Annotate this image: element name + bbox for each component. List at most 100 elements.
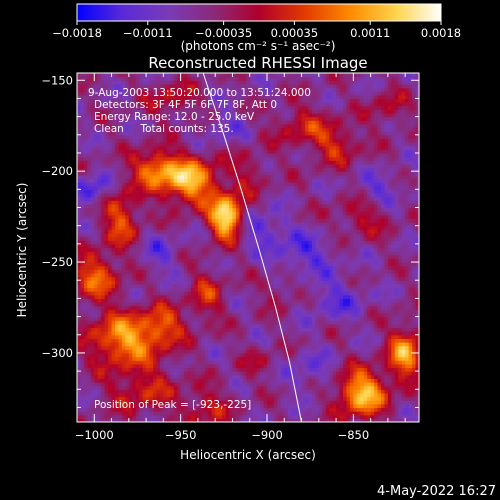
heatmap-cell	[139, 360, 144, 365]
heatmap-cell	[187, 323, 192, 329]
heatmap-cell	[97, 200, 102, 205]
heatmap-cell	[177, 280, 182, 285]
heatmap-cell	[111, 349, 116, 354]
heatmap-cell	[111, 91, 116, 96]
heatmap-cell	[180, 418, 185, 422]
heatmap-cell	[187, 218, 192, 223]
heatmap-cell	[208, 262, 213, 267]
heatmap-cell	[77, 174, 82, 180]
heatmap-cell	[208, 327, 213, 332]
heatmap-cell	[215, 211, 220, 216]
heatmap-cell	[121, 374, 126, 379]
heatmap-cell	[104, 283, 109, 289]
heatmap-cell	[80, 342, 85, 347]
heatmap-cell	[146, 192, 151, 198]
heatmap-cell	[222, 109, 227, 114]
heatmap-cell	[194, 127, 199, 132]
heatmap-cell	[125, 272, 130, 278]
heatmap-cell	[83, 247, 88, 252]
heatmap-cell	[211, 134, 216, 140]
heatmap-cell	[108, 280, 113, 285]
heatmap-cell	[83, 287, 88, 292]
heatmap-cell	[177, 178, 182, 183]
heatmap-cell	[180, 345, 185, 350]
heatmap-cell	[184, 207, 189, 212]
heatmap-cell	[246, 112, 251, 118]
heatmap-cell	[187, 185, 192, 190]
heatmap-cell	[201, 116, 206, 121]
heatmap-cell	[101, 374, 106, 379]
heatmap-cell	[115, 378, 120, 383]
heatmap-cell	[180, 102, 185, 107]
heatmap-cell	[197, 138, 202, 143]
heatmap-cell	[142, 156, 147, 161]
heatmap-cell	[80, 396, 85, 401]
heatmap-cell	[135, 229, 140, 234]
heatmap-cell	[97, 334, 102, 339]
heatmap-cell	[218, 91, 223, 96]
heatmap-cell	[128, 316, 133, 321]
heatmap-cell	[184, 131, 189, 136]
heatmap-cell	[253, 251, 258, 256]
heatmap-cell	[121, 316, 126, 321]
heatmap-cell	[249, 342, 254, 347]
heatmap-cell	[235, 371, 240, 376]
heatmap-cell	[132, 131, 137, 136]
heatmap-cell	[208, 265, 213, 270]
heatmap-cell	[229, 142, 234, 147]
heatmap-cell	[235, 203, 240, 209]
heatmap-cell	[94, 167, 99, 172]
heatmap-cell	[232, 163, 237, 169]
heatmap-cell	[253, 414, 258, 419]
heatmap-cell	[184, 265, 189, 270]
heatmap-cell	[132, 152, 137, 158]
heatmap-cell	[90, 152, 95, 158]
heatmap-cell	[142, 105, 147, 110]
heatmap-cell	[94, 225, 99, 230]
heatmap-cell	[142, 145, 147, 150]
heatmap-cell	[97, 112, 102, 118]
heatmap-cell	[159, 145, 164, 150]
heatmap-cell	[222, 182, 227, 187]
heatmap-cell	[139, 371, 144, 376]
heatmap-cell	[208, 112, 213, 118]
heatmap-cell	[87, 269, 92, 274]
heatmap-cell	[242, 236, 247, 241]
heatmap-cell	[180, 105, 185, 110]
heatmap-cell	[239, 156, 244, 161]
heatmap-cell	[197, 185, 202, 190]
heatmap-cell	[229, 382, 234, 387]
heatmap-cell	[156, 152, 161, 158]
heatmap-cell	[215, 174, 220, 180]
heatmap-cell	[201, 392, 206, 398]
heatmap-cell	[94, 236, 99, 241]
heatmap-cell	[194, 105, 199, 110]
heatmap-cell	[108, 102, 113, 107]
heatmap-cell	[201, 356, 206, 361]
heatmap-cell	[104, 334, 109, 339]
heatmap-cell	[180, 218, 185, 223]
heatmap-cell	[156, 302, 161, 307]
heatmap-cell	[235, 134, 240, 140]
heatmap-cell	[94, 156, 99, 161]
heatmap-cell	[149, 207, 154, 212]
heatmap-cell	[101, 214, 106, 220]
heatmap-cell	[249, 211, 254, 216]
heatmap-cell	[249, 367, 254, 372]
heatmap-cell	[128, 327, 133, 332]
heatmap-cell	[246, 196, 251, 201]
heatmap-cell	[125, 207, 130, 212]
heatmap-cell	[83, 134, 88, 140]
heatmap-cell	[104, 396, 109, 401]
heatmap-cell	[115, 331, 120, 336]
heatmap-cell	[253, 174, 258, 180]
heatmap-cell	[146, 262, 151, 267]
heatmap-cell	[239, 272, 244, 278]
heatmap-cell	[156, 182, 161, 187]
heatmap-cell	[215, 229, 220, 234]
heatmap-cell	[132, 178, 137, 183]
heatmap-cell	[194, 316, 199, 321]
heatmap-cell	[211, 316, 216, 321]
heatmap-cell	[80, 236, 85, 241]
heatmap-cell	[184, 411, 189, 416]
